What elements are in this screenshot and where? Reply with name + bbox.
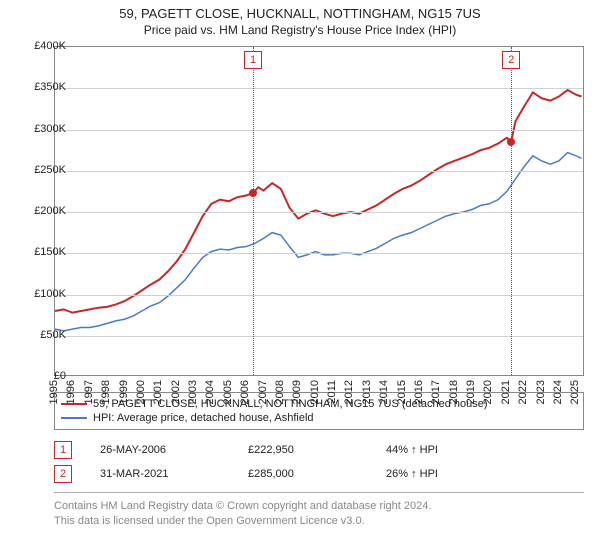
x-tick-label: 2001 (152, 380, 164, 404)
y-tick-label: £350K (18, 81, 66, 93)
x-tick-label: 2011 (326, 380, 338, 404)
sales-row: 1 26-MAY-2006 £222,950 44% ↑ HPI (54, 438, 584, 462)
footer-line2: This data is licensed under the Open Gov… (54, 514, 584, 529)
x-tick-label: 2002 (170, 380, 182, 404)
gridline (55, 212, 583, 213)
y-tick-label: £150K (18, 246, 66, 258)
gridline (55, 171, 583, 172)
sales-row-price: £285,000 (248, 468, 358, 480)
sales-row-marker: 2 (54, 465, 72, 483)
x-tick-label: 2024 (552, 380, 564, 404)
title-block: 59, PAGETT CLOSE, HUCKNALL, NOTTINGHAM, … (0, 0, 600, 37)
x-tick-label: 2019 (465, 380, 477, 404)
x-tick-label: 2012 (343, 380, 355, 404)
x-tick-label: 1995 (48, 380, 60, 404)
marker-label: 1 (244, 51, 262, 69)
gridline (55, 295, 583, 296)
x-tick-label: 2022 (517, 380, 529, 404)
plot-area: 12 (54, 46, 584, 376)
legend-item: HPI: Average price, detached house, Ashf… (61, 411, 577, 425)
series-property (55, 90, 582, 313)
gridline (55, 253, 583, 254)
x-tick-label: 1996 (65, 380, 77, 404)
gridline (55, 88, 583, 89)
x-tick-label: 1999 (118, 380, 130, 404)
x-tick-label: 2003 (187, 380, 199, 404)
series-hpi (55, 153, 582, 331)
marker-vline (253, 47, 254, 375)
x-tick-label: 2006 (239, 380, 251, 404)
y-tick-label: £300K (18, 123, 66, 135)
sales-row-date: 31-MAR-2021 (100, 468, 220, 480)
x-tick-label: 1998 (100, 380, 112, 404)
y-tick-label: £50K (18, 329, 66, 341)
x-tick-label: 2018 (448, 380, 460, 404)
x-tick-label: 2023 (535, 380, 547, 404)
x-tick-label: 2004 (204, 380, 216, 404)
chart-subtitle: Price paid vs. HM Land Registry's House … (0, 23, 600, 37)
chart-svg (55, 47, 583, 375)
x-tick-label: 1997 (83, 380, 95, 404)
x-tick-label: 2008 (274, 380, 286, 404)
gridline (55, 130, 583, 131)
sales-row-marker: 1 (54, 441, 72, 459)
sale-marker-dot (507, 138, 515, 146)
x-tick-label: 2017 (430, 380, 442, 404)
sales-row-date: 26-MAY-2006 (100, 444, 220, 456)
x-tick-label: 2020 (482, 380, 494, 404)
x-tick-label: 2013 (361, 380, 373, 404)
y-tick-label: £250K (18, 164, 66, 176)
chart-container: 59, PAGETT CLOSE, HUCKNALL, NOTTINGHAM, … (0, 0, 600, 560)
chart-title: 59, PAGETT CLOSE, HUCKNALL, NOTTINGHAM, … (0, 6, 600, 21)
y-tick-label: £200K (18, 205, 66, 217)
marker-label: 2 (502, 51, 520, 69)
x-tick-label: 2014 (378, 380, 390, 404)
x-tick-label: 2009 (291, 380, 303, 404)
sales-row-pct: 26% ↑ HPI (386, 468, 438, 480)
x-tick-label: 2005 (222, 380, 234, 404)
footer: Contains HM Land Registry data © Crown c… (54, 492, 584, 529)
marker-vline (511, 47, 512, 375)
x-tick-label: 2016 (413, 380, 425, 404)
x-tick-label: 2007 (257, 380, 269, 404)
y-tick-label: £400K (18, 40, 66, 52)
sales-row-price: £222,950 (248, 444, 358, 456)
x-tick-label: 2025 (569, 380, 581, 404)
x-tick-label: 2000 (135, 380, 147, 404)
x-tick-label: 2010 (309, 380, 321, 404)
sales-row: 2 31-MAR-2021 £285,000 26% ↑ HPI (54, 462, 584, 486)
sales-row-pct: 44% ↑ HPI (386, 444, 438, 456)
sale-marker-dot (249, 189, 257, 197)
y-tick-label: £100K (18, 288, 66, 300)
gridline (55, 336, 583, 337)
sales-table: 1 26-MAY-2006 £222,950 44% ↑ HPI 2 31-MAR-202… (54, 438, 584, 486)
legend-swatch (61, 417, 87, 419)
legend-label: HPI: Average price, detached house, Ashf… (93, 412, 314, 424)
x-tick-label: 2021 (500, 380, 512, 404)
x-tick-label: 2015 (396, 380, 408, 404)
footer-line1: Contains HM Land Registry data © Crown c… (54, 499, 584, 514)
